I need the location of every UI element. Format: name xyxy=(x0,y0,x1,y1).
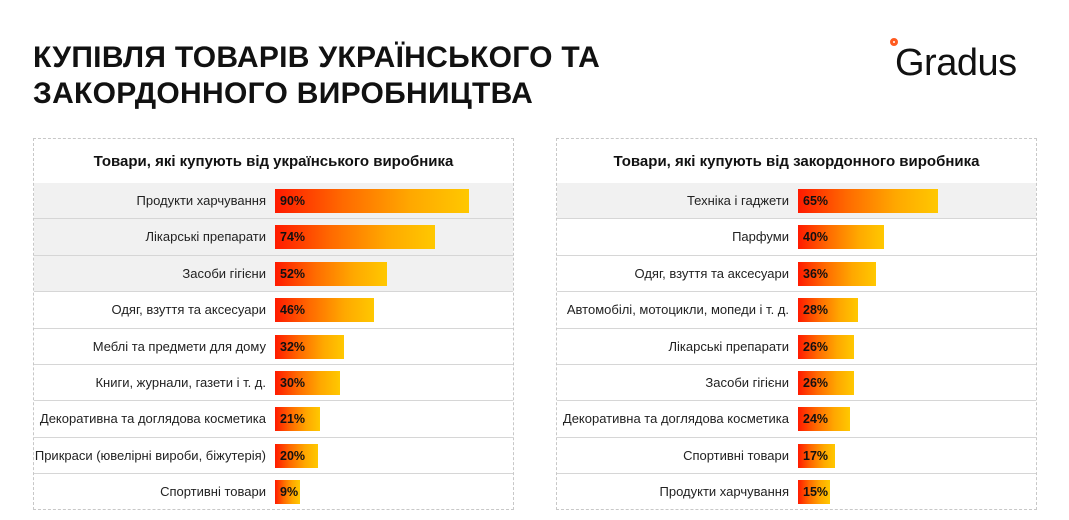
category-label: Продукти харчування xyxy=(136,193,266,208)
chart-row: Одяг, взуття та аксесуари 36% xyxy=(557,256,1036,293)
chart-row: Лікарські препарати 26% xyxy=(557,329,1036,365)
value-label: 28% xyxy=(803,303,829,318)
category-label: Лікарські препарати xyxy=(668,338,789,354)
category-label: Книги, журнали, газети і т. д. xyxy=(95,374,266,390)
value-label: 15% xyxy=(803,485,829,500)
category-label: Автомобілі, мотоцикли, мопеди і т. д. xyxy=(566,302,789,318)
chart-row: Декоративна та доглядова косметика 21% xyxy=(34,401,513,438)
value-label: 65% xyxy=(803,194,829,208)
chart-title: Товари, які купують від закордонного вир… xyxy=(613,153,980,170)
bar xyxy=(798,225,885,250)
chart-row: Спортивні товари 9% xyxy=(34,474,513,510)
bar xyxy=(275,334,345,359)
category-label: Парфуми xyxy=(732,229,789,245)
chart-row: Засоби гігієни 52% xyxy=(34,255,513,293)
category-label: Меблі та предмети для дому xyxy=(92,338,266,354)
category-label: Лікарські препарати xyxy=(145,229,266,245)
bar xyxy=(275,370,340,395)
value-label: 52% xyxy=(280,266,306,281)
category-label: Спортивні товари xyxy=(160,484,266,500)
bar xyxy=(275,443,319,468)
chart-rows: Продукти харчування 90% Лікарські препарат… xyxy=(34,183,513,511)
category-label: Продукти харчування xyxy=(659,484,789,500)
chart-row: Спортивні товари 17% xyxy=(557,438,1036,475)
bar xyxy=(275,261,388,286)
chart-row: Одяг, взуття та аксесуари 46% xyxy=(34,292,513,329)
chart-row: Автомобілі, мотоцикли, мопеди і т. д. 28% xyxy=(557,292,1036,329)
value-label: 26% xyxy=(803,339,829,354)
value-label: 21% xyxy=(280,412,306,427)
category-label: Спортивні товари xyxy=(683,447,789,463)
category-label: Декоративна та доглядова косметика xyxy=(562,411,789,427)
value-label: 30% xyxy=(280,375,306,390)
bar xyxy=(798,261,876,286)
chart-row: Меблі та предмети для дому 32% xyxy=(34,329,513,365)
chart-row: Продукти харчування 90% xyxy=(34,183,513,220)
bar xyxy=(275,407,321,432)
category-label: Одяг, взуття та аксесуари xyxy=(111,302,266,318)
value-label: 36% xyxy=(803,266,829,281)
bar xyxy=(275,225,435,250)
gradus-logo: Gradus xyxy=(895,42,1017,84)
value-label: 17% xyxy=(803,448,829,463)
value-label: 32% xyxy=(280,339,306,354)
chart-row: Техніка і гаджети 65% xyxy=(557,183,1036,220)
value-label: 74% xyxy=(280,230,306,245)
chart-row: Парфуми 40% xyxy=(557,219,1036,256)
chart-row: Книги, журнали, газети і т. д. 30% xyxy=(34,365,513,402)
chart-title: Товари, які купують від українського вир… xyxy=(93,153,454,170)
chart-panel-foreign: Товари, які купують від закордонного вир… xyxy=(556,138,1037,510)
value-label: 26% xyxy=(803,375,829,390)
title-line-1: Купівля товарів українського та xyxy=(33,41,601,74)
bar xyxy=(798,443,835,468)
value-label: 46% xyxy=(280,303,306,318)
chart-row: Засоби гігієни 26% xyxy=(557,365,1036,402)
category-label: Одяг, взуття та аксесуари xyxy=(634,265,789,281)
value-label: 90% xyxy=(280,194,306,208)
value-label: 24% xyxy=(803,412,829,427)
category-label: Засоби гігієни xyxy=(705,374,789,390)
bar xyxy=(798,334,855,359)
title-line-2: закордонного виробництва xyxy=(33,77,534,110)
value-label: 40% xyxy=(803,230,829,245)
chart-row: Декоративна та доглядова косметика 24% xyxy=(557,401,1036,438)
category-label: Техніка і гаджети xyxy=(686,193,789,208)
chart-row: Продукти харчування 15% xyxy=(557,474,1036,510)
bar xyxy=(275,480,300,505)
chart-row: Прикраси (ювелірні вироби, біжутерія) 20% xyxy=(34,438,513,475)
page-title: Купівля товарів українського та закордон… xyxy=(33,40,600,112)
chart-row: Лікарські препарати 74% xyxy=(34,219,513,256)
chart-panel-ukrainian: Товари, які купують від українського вир… xyxy=(33,138,514,510)
bar xyxy=(798,189,939,213)
category-label: Засоби гігієни xyxy=(182,265,266,281)
category-label: Декоративна та доглядова косметика xyxy=(39,411,266,427)
bar xyxy=(798,370,855,395)
bar xyxy=(275,189,470,213)
bar xyxy=(798,480,831,505)
category-label: Прикраси (ювелірні вироби, біжутерія) xyxy=(34,447,266,463)
chart-rows: Техніка і гаджети 65% Парфуми 40% Одяг, взут… xyxy=(557,183,1036,511)
value-label: 20% xyxy=(280,448,306,463)
value-label: 9% xyxy=(280,485,299,500)
bar xyxy=(275,298,375,323)
logo-dot-icon xyxy=(890,38,898,46)
bar xyxy=(798,407,850,432)
bar xyxy=(798,298,859,323)
